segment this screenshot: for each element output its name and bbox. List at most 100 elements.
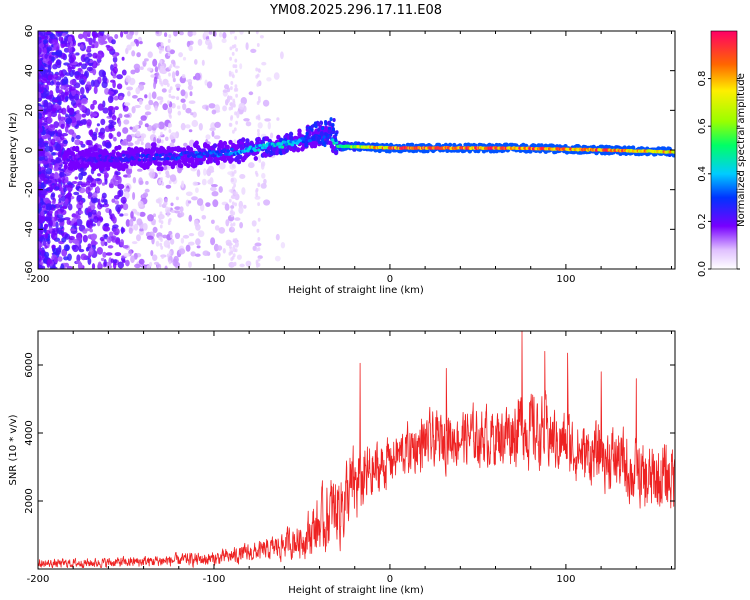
spectrogram-cell [67, 64, 71, 68]
spectrogram-cell [152, 157, 157, 161]
spectrogram-x-label: Height of straight line (km) [288, 285, 424, 296]
spectrogram-cell [56, 227, 63, 234]
spectrogram-cell [61, 195, 66, 202]
spectrogram-cell [66, 265, 73, 269]
spectrogram-cell [236, 159, 242, 165]
spectrogram-cell [218, 31, 223, 38]
spectrogram-cell [130, 211, 134, 219]
spectrogram-cell [226, 149, 230, 153]
spectrogram-cell [58, 197, 62, 203]
spectrogram-cell [326, 136, 330, 141]
spectrogram-cell [164, 32, 168, 37]
spectrogram-cell [123, 102, 131, 106]
spectrogram-cell [46, 47, 50, 54]
spectrogram-cell [258, 143, 263, 148]
snr-x-label: Height of straight line (km) [288, 585, 424, 596]
spectrogram-cell [212, 31, 217, 37]
spectrogram-cell [122, 259, 126, 263]
spectrogram-cell [117, 183, 125, 190]
spectrogram-cell [167, 244, 171, 249]
spectrogram-cell [257, 202, 260, 207]
spectrogram-cell [201, 178, 207, 186]
spectrogram-cell [225, 144, 230, 150]
colorbar-tick-label: 0.8 [697, 71, 708, 87]
spectrogram-cell [153, 136, 157, 144]
spectrogram-cell [307, 128, 311, 133]
spectrogram-cell [98, 132, 104, 136]
spectrogram-cell [80, 73, 85, 78]
spectrogram-cell [87, 257, 92, 265]
spectrogram-cell [190, 112, 194, 116]
spectrogram-cell [169, 114, 172, 119]
spectrogram-cell [113, 63, 118, 69]
spectrogram-cell [228, 139, 233, 145]
spectrogram-cell [52, 264, 56, 269]
spectrogram-cell [51, 200, 56, 205]
spectrogram-cell [104, 241, 108, 246]
spectrogram-cell [118, 119, 122, 127]
spectrogram-cell [81, 113, 87, 118]
spectrogram-cell [80, 183, 87, 188]
y-tick-label: 60 [24, 25, 35, 38]
spectrogram-cell [257, 81, 260, 86]
snr-panel: -200 -100 0 100 2000 4000 6000 Height of strai… [8, 330, 676, 596]
spectrogram-cell [166, 47, 170, 52]
spectrogram-cell [209, 127, 216, 132]
spectrogram-cell [137, 200, 144, 208]
spectrogram-cell [47, 65, 52, 74]
chart-title: YM08.2025.296.17.11.E08 [269, 3, 442, 18]
spectrogram-cell [116, 131, 122, 137]
spectrogram-cell [149, 261, 153, 267]
spectrogram-cell [113, 89, 119, 94]
spectrogram-cell [140, 141, 144, 146]
spectrogram-cell [139, 41, 143, 45]
spectrogram-cell [49, 184, 53, 193]
spectrogram-cell [82, 31, 88, 39]
spectrogram-cell [130, 41, 136, 47]
spectrogram-cell [152, 123, 160, 128]
spectrogram-cell [139, 211, 146, 217]
snr-y-label: SNR (10 * v/v) [8, 414, 19, 485]
spectrogram-cell [44, 134, 51, 139]
spectrogram-cell [113, 261, 117, 269]
spectrogram-cell [206, 81, 213, 89]
spectrogram-cell [253, 148, 258, 152]
spectrogram-cell [112, 66, 118, 74]
spectrogram-cell [258, 98, 261, 103]
spectrogram-cell [167, 221, 171, 226]
spectrogram-cell [188, 233, 195, 237]
spectrogram-cell [205, 202, 211, 208]
spectrogram-cell [66, 158, 70, 162]
spectrogram-cell [263, 199, 271, 206]
spectrogram-cell [232, 238, 236, 243]
spectrogram-cell [327, 129, 331, 134]
spectrogram-cell [234, 64, 238, 69]
spectrogram-cell [134, 124, 139, 130]
spectrogram-cell [138, 98, 143, 105]
spectrogram-cell [137, 168, 143, 172]
spectrogram-cell [100, 155, 105, 159]
spectrogram-cell [130, 69, 136, 75]
spectrogram-cell [194, 253, 201, 257]
spectrogram-cell [123, 252, 130, 257]
spectrogram-cell [39, 261, 44, 266]
spectrogram-cell [202, 250, 210, 256]
spectrogram-cell [64, 125, 69, 133]
spectrogram-cell [65, 117, 73, 125]
spectrogram-cell [256, 73, 260, 78]
spectrogram-cell [235, 120, 239, 125]
spectrogram-cell [188, 200, 192, 204]
spectrogram-cell [165, 136, 169, 141]
spectrogram-cell [114, 200, 120, 205]
spectrogram-cell [60, 40, 65, 44]
spectrogram-cell [96, 185, 100, 194]
spectrogram-cell [328, 122, 332, 127]
spectrogram-cell [252, 245, 257, 251]
spectrogram-cell [192, 31, 197, 36]
spectrogram-cell [64, 91, 69, 96]
spectrogram-cell [177, 159, 182, 165]
spectrogram-cell [167, 124, 171, 129]
spectrogram-cell [55, 221, 59, 230]
y-tick-label: 0 [24, 147, 35, 153]
spectrogram-cell [38, 133, 42, 139]
